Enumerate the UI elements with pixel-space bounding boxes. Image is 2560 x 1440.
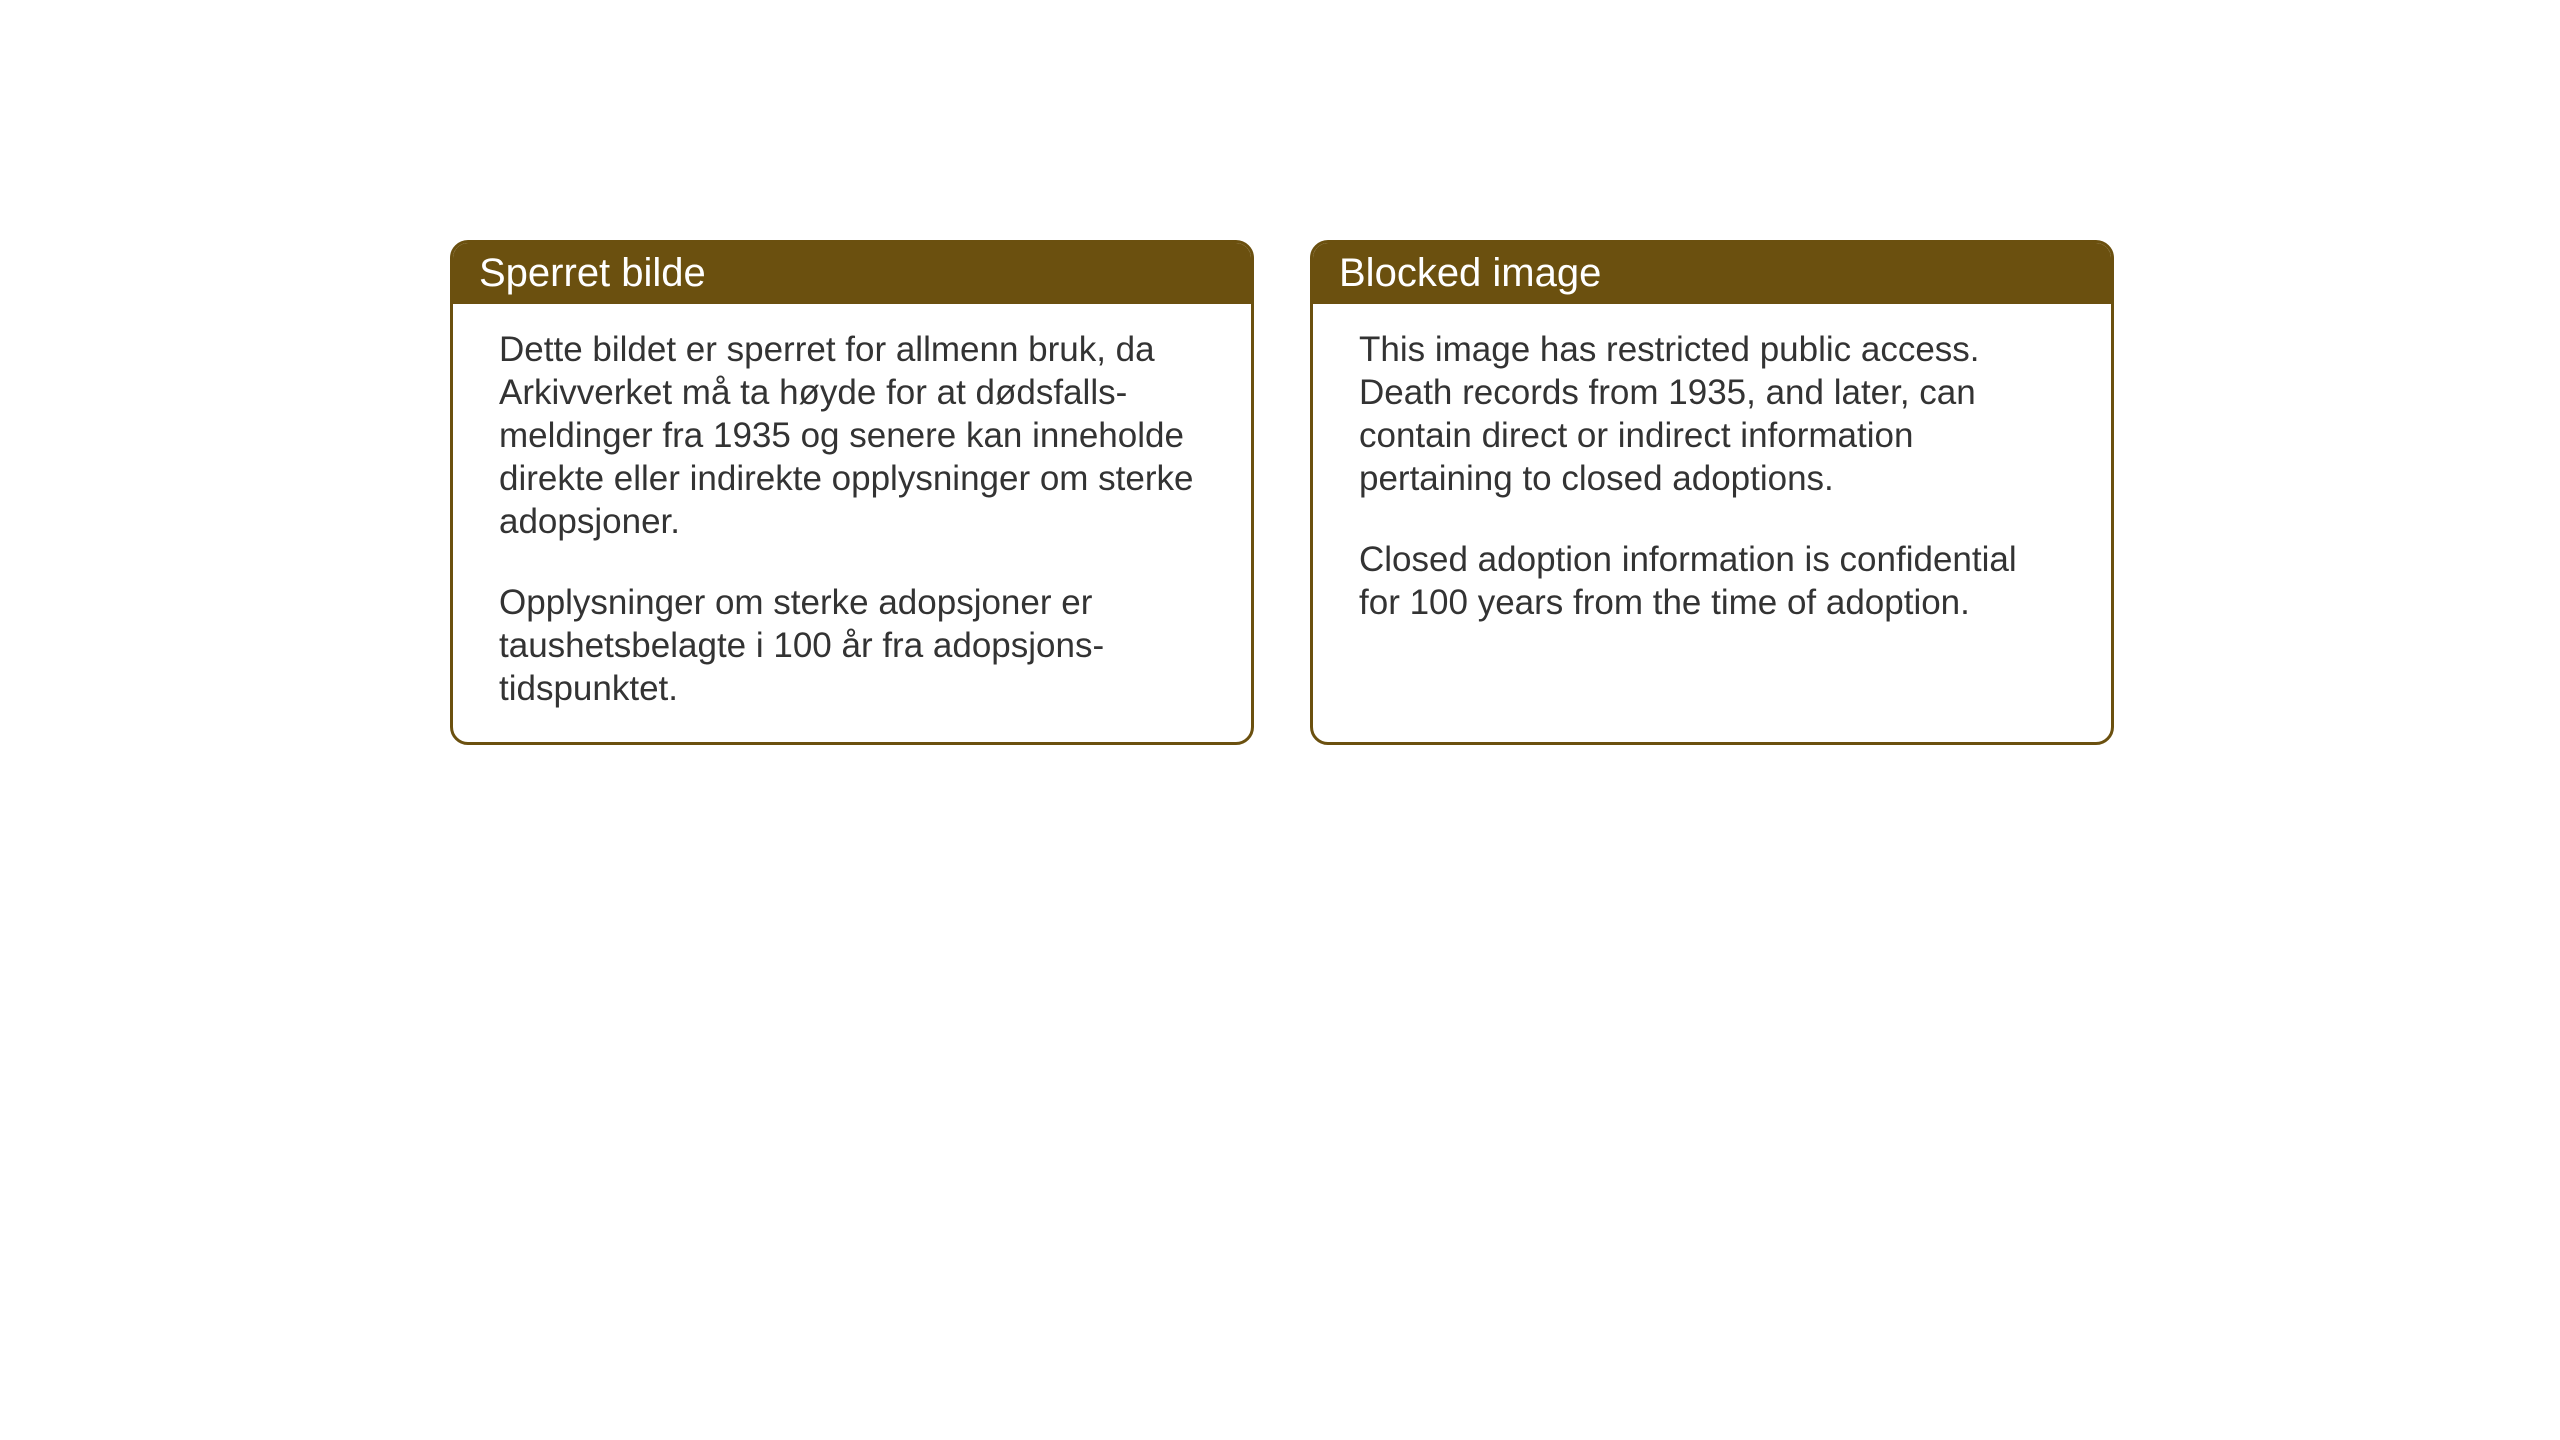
notice-header-norwegian: Sperret bilde	[453, 243, 1251, 304]
notice-header-english: Blocked image	[1313, 243, 2111, 304]
notice-paragraph: Opplysninger om sterke adopsjoner er tau…	[499, 581, 1205, 710]
notice-paragraph: This image has restricted public access.…	[1359, 328, 2065, 500]
notice-title: Sperret bilde	[479, 251, 706, 295]
notice-container: Sperret bilde Dette bildet er sperret fo…	[450, 240, 2114, 745]
notice-box-english: Blocked image This image has restricted …	[1310, 240, 2114, 745]
notice-body-english: This image has restricted public access.…	[1313, 304, 2111, 656]
notice-paragraph: Dette bildet er sperret for allmenn bruk…	[499, 328, 1205, 543]
notice-box-norwegian: Sperret bilde Dette bildet er sperret fo…	[450, 240, 1254, 745]
notice-body-norwegian: Dette bildet er sperret for allmenn bruk…	[453, 304, 1251, 742]
notice-title: Blocked image	[1339, 251, 1601, 295]
notice-paragraph: Closed adoption information is confident…	[1359, 538, 2065, 624]
